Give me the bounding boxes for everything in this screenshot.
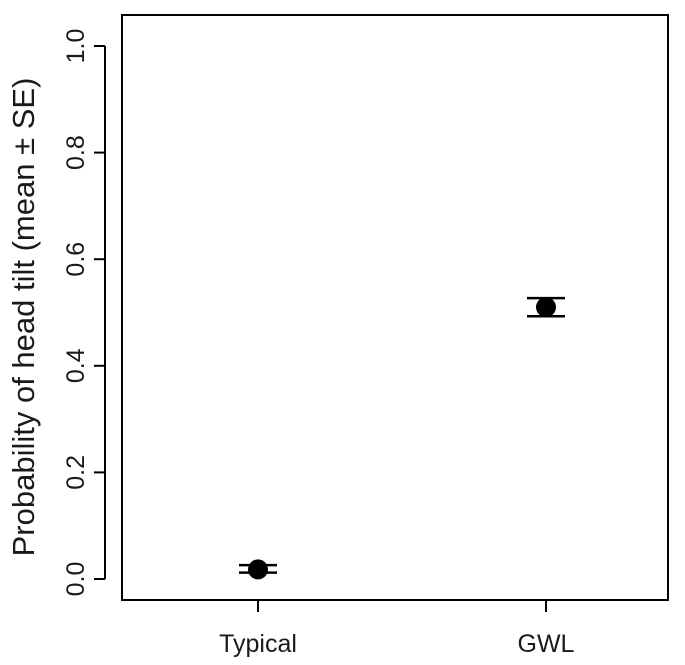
y-tick-label: 0.8 — [62, 135, 90, 170]
x-tick-label: Typical — [219, 630, 297, 658]
y-tick-label: 1.0 — [62, 29, 90, 64]
mean-marker — [536, 297, 556, 318]
y-tick-label: 0.2 — [62, 455, 90, 490]
y-tick-label: 0.0 — [62, 562, 90, 597]
x-tick-label: GWL — [518, 630, 575, 658]
y-tick-label: 0.6 — [62, 242, 90, 277]
y-tick-label: 0.4 — [62, 348, 90, 383]
data-point-gwl — [527, 296, 565, 318]
data-point-typical — [239, 559, 277, 580]
mean-marker — [248, 559, 268, 580]
x-axis: Typical GWL — [219, 600, 575, 658]
data-points — [239, 296, 565, 580]
y-axis-title: Probability of head tilt (mean ± SE) — [6, 78, 41, 557]
plot-frame — [121, 14, 669, 601]
y-axis: 0.0 0.2 0.4 0.6 0.8 1.0 — [62, 29, 106, 597]
